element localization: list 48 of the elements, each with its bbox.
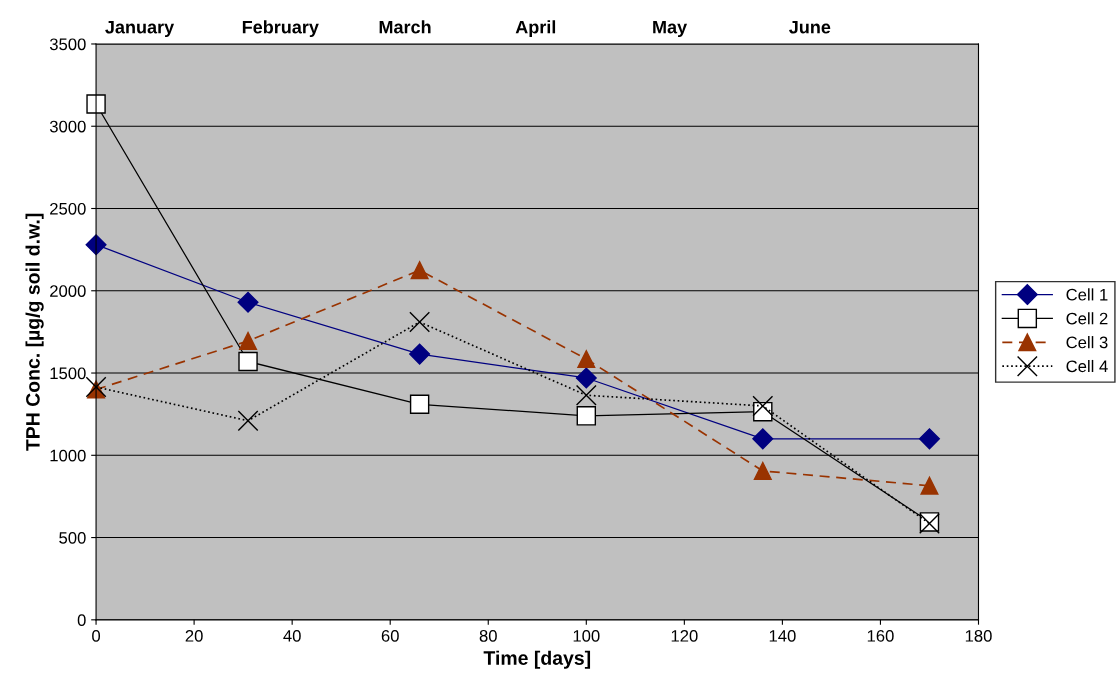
point bbox=[753, 461, 772, 480]
x-tick-label: 0 bbox=[92, 629, 101, 642]
x-tick-label: 80 bbox=[479, 629, 497, 642]
point bbox=[577, 350, 596, 369]
y-tick-label: 1500 bbox=[50, 367, 86, 380]
text: February bbox=[242, 20, 319, 38]
y-tick-label: 500 bbox=[59, 531, 86, 544]
x-tick-label: 120 bbox=[671, 629, 698, 642]
point bbox=[575, 384, 597, 406]
x-tick-label: 40 bbox=[283, 629, 301, 642]
text: March bbox=[379, 20, 431, 34]
y-axis-title: TPH Conc. [µg/g soil d.w.] bbox=[25, 213, 44, 451]
point bbox=[409, 394, 430, 415]
legend-label: Cell 3 bbox=[1066, 336, 1108, 349]
y-tick-label: 3000 bbox=[49, 120, 86, 133]
point bbox=[237, 291, 259, 313]
point bbox=[86, 94, 106, 114]
x-tick-label: 140 bbox=[769, 629, 796, 642]
point bbox=[575, 367, 597, 389]
x-tick-label: 100 bbox=[573, 629, 600, 642]
point bbox=[237, 410, 259, 432]
point bbox=[410, 261, 429, 280]
point bbox=[920, 476, 939, 495]
point bbox=[752, 395, 774, 417]
y-tick-label: 2000 bbox=[50, 285, 86, 297]
x-tick-label: 180 bbox=[965, 629, 992, 642]
text: January bbox=[105, 20, 175, 38]
x-axis-title: Time [days] bbox=[483, 650, 591, 669]
point bbox=[752, 428, 774, 450]
y-tick-label: 3500 bbox=[49, 38, 86, 51]
point bbox=[918, 428, 940, 450]
x-tick-label: 160 bbox=[867, 629, 894, 642]
point bbox=[239, 331, 258, 350]
y-tick-label: 0 bbox=[77, 614, 86, 627]
x-tick-label: 60 bbox=[381, 629, 399, 642]
point bbox=[576, 406, 597, 426]
y-tick-label: 1000 bbox=[50, 449, 86, 462]
legend-label: Cell 4 bbox=[1066, 359, 1108, 373]
point bbox=[409, 311, 431, 333]
point bbox=[409, 343, 431, 365]
legend-label: Cell 2 bbox=[1066, 312, 1108, 325]
text: June bbox=[789, 20, 831, 34]
legend-label: Cell 1 bbox=[1066, 288, 1108, 301]
text: May bbox=[653, 20, 688, 38]
y-tick-label: 2500 bbox=[50, 202, 86, 215]
point bbox=[238, 351, 258, 372]
text: April bbox=[515, 20, 556, 38]
x-tick-label: 20 bbox=[185, 629, 203, 642]
